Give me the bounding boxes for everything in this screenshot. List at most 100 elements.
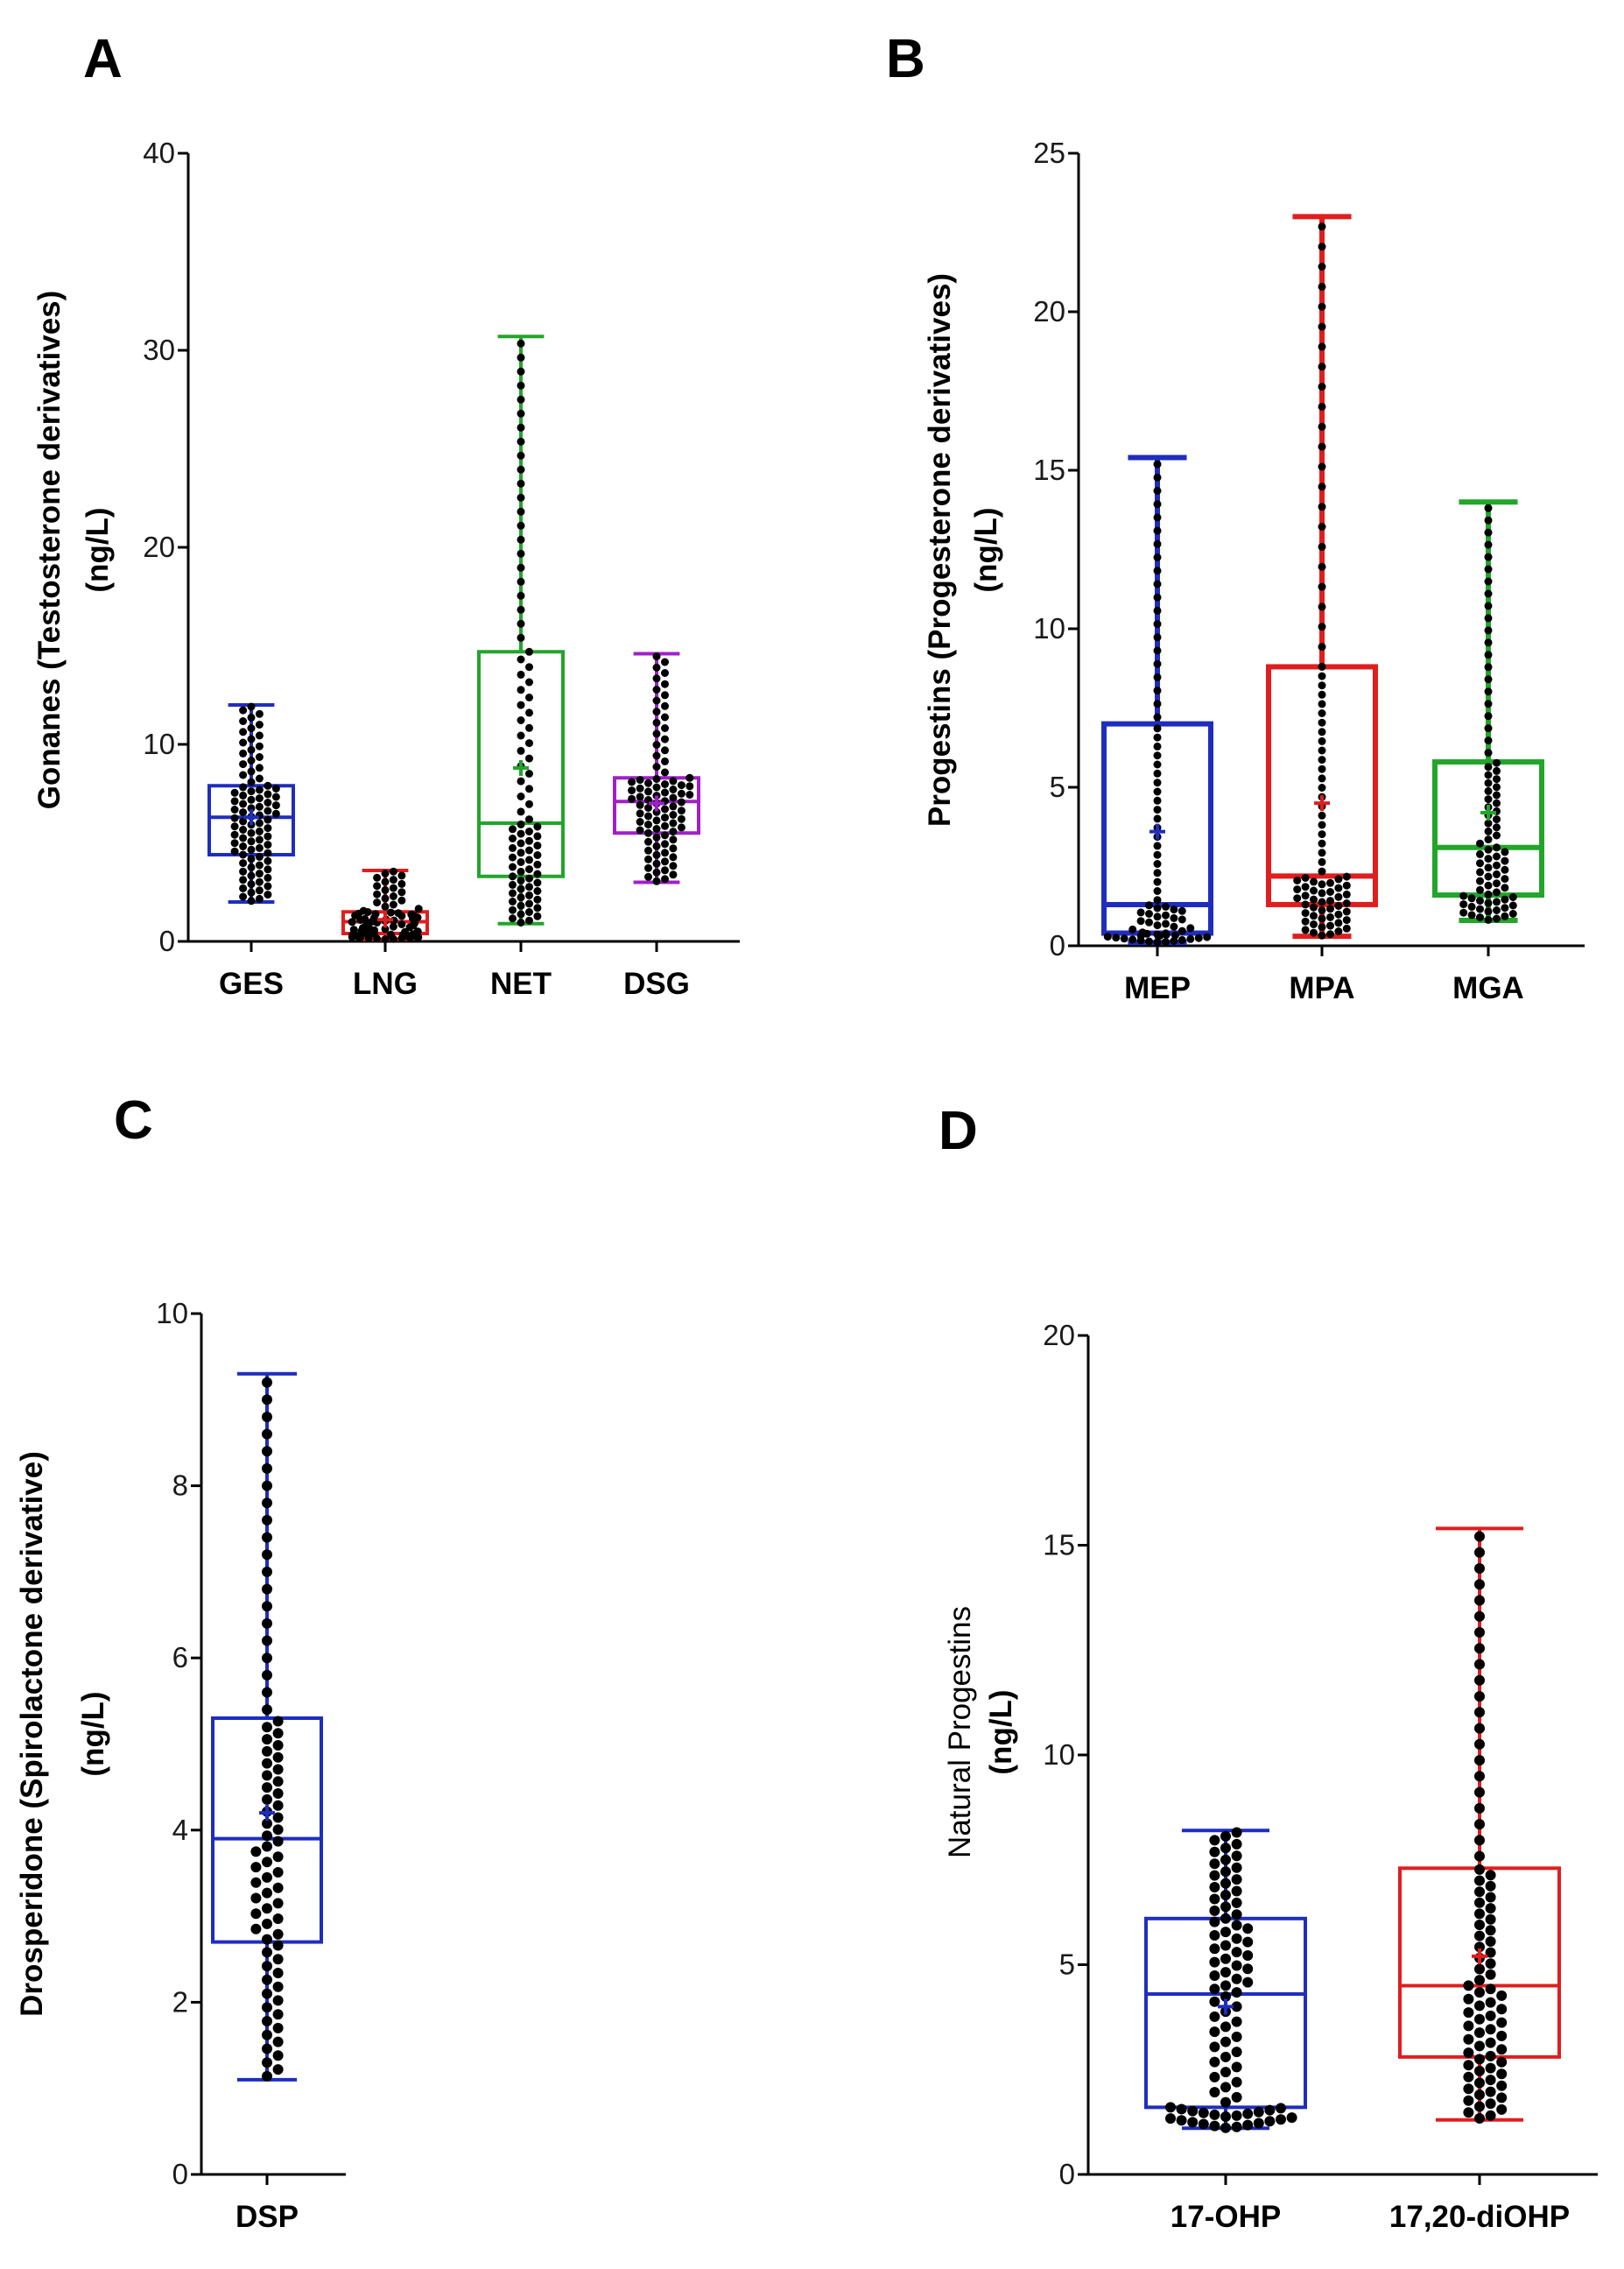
panel-a-net-data-point — [517, 877, 525, 884]
panel-c-letter: C — [114, 1090, 153, 1151]
panel-b-mpa-data-point — [1318, 746, 1326, 755]
panel-c-dsp-data-point — [262, 1687, 272, 1698]
panel-c-dsp-category-label: DSP — [236, 2200, 299, 2234]
panel-b-mpa-data-point — [1318, 282, 1326, 291]
panel-d-17-20-diohp-data-point — [1485, 1936, 1496, 1947]
panel-d-17-ohp-data-point — [1231, 1920, 1242, 1931]
panel-b-mep-data-point — [1162, 929, 1171, 938]
panel-b-ytick-label: 15 — [1033, 454, 1065, 486]
panel-b-mep-data-point — [1138, 928, 1147, 937]
panel-d-17-ohp-data-point — [1231, 1973, 1242, 1984]
panel-d-17-ohp-data-point — [1165, 2113, 1176, 2125]
panel-b-mga-data-point — [1484, 872, 1493, 881]
panel-a-net-data-point — [533, 822, 542, 831]
panel-d-17-ohp-data-point — [1220, 2122, 1231, 2133]
panel-b-mpa-data-point — [1318, 383, 1326, 391]
panel-b-mpa-data-point — [1301, 917, 1310, 926]
panel-d-17-20-diohp-data-point — [1474, 2054, 1485, 2065]
panel-d-17-ohp-data-point — [1220, 2036, 1231, 2047]
panel-a-dsg-data-point — [644, 828, 652, 837]
panel-a-dsg-data-point — [628, 778, 636, 786]
panel-c-dsp-data-point — [262, 1394, 272, 1406]
panel-b-mpa-data-point — [1326, 897, 1334, 905]
panel-c-dsp-data-point — [272, 1981, 284, 1992]
panel-c-dsp-data-point — [262, 1497, 272, 1509]
panel-a-ges-data-point — [255, 870, 264, 878]
panel-c-dsp-data-point — [272, 2009, 284, 2020]
panel-d-17-ohp-data-point — [1209, 1835, 1220, 1846]
panel-a-net-data-point — [517, 777, 525, 786]
panel-c-dsp-data-point — [262, 2016, 272, 2026]
panel-a-ges-data-point — [247, 787, 256, 796]
panel-a-dsg-data-point — [644, 821, 652, 829]
panel-a-lng-data-point — [381, 885, 390, 894]
panel-a-net-data-point — [517, 731, 525, 740]
panel-a-dsg-data-point — [677, 807, 685, 815]
panel-a-net-data-point — [525, 694, 533, 701]
panel-a-net-data-point — [525, 856, 533, 864]
panel-b-mga-data-point — [1484, 565, 1493, 574]
panel-c-dsp-data-point — [262, 1669, 272, 1681]
panel-a-dsg-data-point — [628, 786, 636, 795]
panel-d-17-ohp-data-point — [1242, 1923, 1254, 1934]
panel-b-letter: B — [886, 29, 925, 89]
panel-d-17-20-diohp-data-point — [1463, 2083, 1474, 2095]
panel-a-dsg-data-point — [669, 811, 678, 819]
panel-c-dsp-data-point — [272, 1764, 284, 1775]
panel-a-dsg-data-point — [652, 833, 661, 842]
panel-a-net-data-point — [533, 878, 542, 887]
panel-d-17-ohp-data-point — [1231, 1987, 1242, 1998]
panel-a-net-category-label: NET — [490, 967, 552, 1001]
panel-a-ges-data-point — [239, 834, 248, 842]
panel-a-net-data-point — [533, 842, 542, 850]
panel-b-mga-data-point — [1476, 859, 1484, 868]
panel-b-mga-data-point — [1508, 893, 1517, 901]
panel-d-17-ohp-data-point — [1220, 1901, 1231, 1913]
panel-b-mep-data-point — [1145, 901, 1153, 910]
panel-b-mep-data-point — [1153, 553, 1162, 561]
panel-b-mga-data-point — [1484, 763, 1493, 772]
panel-d-17-ohp-data-point — [1220, 2067, 1231, 2078]
panel-d-17-20-diohp-data-point — [1485, 2110, 1496, 2121]
panel-d-17-ohp-data-point — [1242, 2108, 1254, 2119]
panel-c-dsp-data-point — [262, 1480, 272, 1491]
panel-b-mga-data-point — [1484, 749, 1493, 758]
panel-b-mep-data-point — [1178, 927, 1186, 935]
panel-a-ges-data-point — [247, 897, 256, 905]
panel-b-ytick-label: 5 — [1050, 771, 1065, 803]
panel-a-lng-data-point — [381, 925, 390, 934]
panel-d-17-20-diohp-data-point — [1485, 2010, 1496, 2021]
panel-a-net-data-point — [509, 898, 517, 905]
panel-c-dsp-data-point — [262, 1532, 272, 1543]
panel-b-mep-data-point — [1153, 938, 1162, 947]
panel-d-17-20-diohp-data-point — [1485, 1870, 1496, 1881]
panel-a-lng-data-point — [389, 884, 397, 892]
panel-a-dsg-data-point — [652, 674, 661, 683]
panel-a-dsg-data-point — [636, 793, 644, 801]
panel-b-mep-data-point — [1153, 687, 1162, 695]
panel-b-mep-data-point — [1145, 910, 1153, 918]
panel-c-dsp-data-point — [262, 1722, 272, 1733]
panel-b-mga-data-point — [1467, 894, 1476, 903]
panel-b-mpa-data-point — [1318, 830, 1326, 839]
panel-a-ges-data-point — [239, 892, 248, 901]
panel-b-mep-data-point — [1153, 869, 1162, 877]
panel-d-17-ohp-data-point — [1209, 1916, 1220, 1927]
panel-b-mpa-data-point — [1326, 905, 1334, 913]
panel-a-net-data-point — [525, 678, 533, 687]
panel-d-17-ohp-data-point — [1231, 2016, 1242, 2027]
panel-a-net-data-point — [517, 716, 525, 724]
panel-d-ylabel-line1: Natural Progestins — [943, 1606, 977, 1858]
panel-d-17-20-diohp-data-point — [1474, 1908, 1485, 1920]
panel-b-mga-data-point — [1484, 835, 1493, 844]
panel-b-ylabel-line1: Progestins (Progesterone derivatives) — [923, 273, 957, 827]
panel-d-17-ohp-data-point — [1198, 2118, 1209, 2130]
panel-b-mga-data-point — [1493, 775, 1501, 784]
panel-a-dsg-data-point — [685, 782, 694, 791]
panel-a-dsg-data-point — [644, 855, 652, 863]
panel-a-dsg-data-point — [661, 701, 669, 710]
panel-b-mep-data-point — [1136, 908, 1145, 917]
panel-a-dsg-data-point — [669, 870, 678, 879]
panel-a-dsg-data-point — [669, 844, 678, 853]
panel-a-ges-data-point — [255, 709, 264, 718]
